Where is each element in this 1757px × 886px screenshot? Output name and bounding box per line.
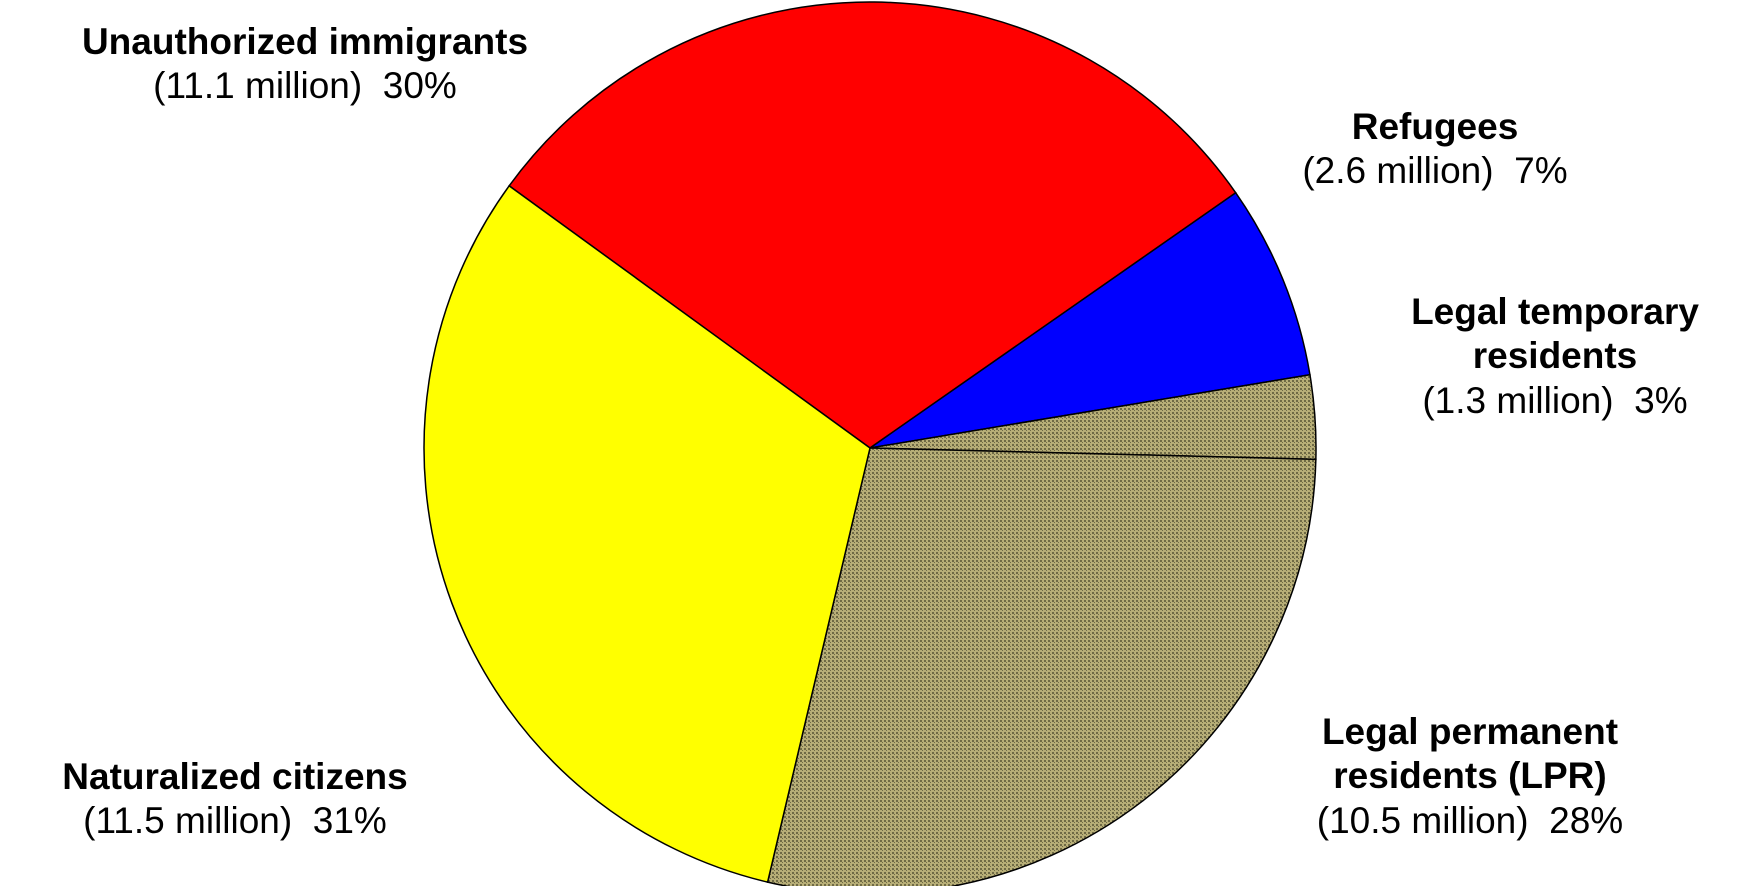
slice-unauthorized-immigrants: [508, 1, 1237, 449]
slice-name-legal-permanent: Legal permanent residents (LPR): [1321, 711, 1619, 797]
pie-slices: [423, 1, 1317, 886]
label-refugees: Refugees (2.6 million) 7%: [1270, 105, 1600, 194]
label-legal-permanent-residents: Legal permanent residents (LPR) (10.5 mi…: [1260, 710, 1680, 843]
slice-percent-unauthorized: 30%: [382, 65, 457, 107]
slice-detail-naturalized: (11.5 million) 31%: [0, 799, 470, 843]
slice-amount-unauthorized: (11.1 million): [153, 65, 363, 107]
slice-percent-legal-temporary: 3%: [1634, 379, 1688, 421]
slice-refugees: [869, 191, 1311, 449]
label-unauthorized-immigrants: Unauthorized immigrants (11.1 million) 3…: [20, 20, 590, 109]
slice-name-naturalized: Naturalized citizens: [62, 756, 408, 797]
slice-amount-legal-permanent: (10.5 million): [1316, 799, 1529, 841]
slice-name-refugees: Refugees: [1351, 106, 1519, 147]
slice-amount-refugees: (2.6 million): [1302, 150, 1494, 192]
slice-percent-naturalized: 31%: [312, 800, 387, 842]
slice-amount-legal-temporary: (1.3 million): [1422, 379, 1614, 421]
slice-detail-legal-permanent: (10.5 million) 28%: [1260, 799, 1680, 843]
slice-detail-unauthorized: (11.1 million) 30%: [20, 64, 590, 108]
slice-amount-naturalized: (11.5 million): [83, 800, 293, 842]
label-legal-temporary-residents: Legal temporary residents (1.3 million) …: [1360, 290, 1750, 423]
label-naturalized-citizens: Naturalized citizens (11.5 million) 31%: [0, 755, 470, 844]
slice-name-legal-temporary: Legal temporary residents: [1411, 291, 1699, 377]
slice-name-unauthorized: Unauthorized immigrants: [81, 21, 529, 62]
slice-percent-legal-permanent: 28%: [1549, 799, 1624, 841]
slice-detail-legal-temporary: (1.3 million) 3%: [1360, 379, 1750, 423]
slice-naturalized-citizens: [423, 184, 871, 883]
slice-detail-refugees: (2.6 million) 7%: [1270, 149, 1600, 193]
slice-legal-permanent-residents-lpr: [766, 447, 1317, 886]
slice-percent-refugees: 7%: [1514, 150, 1568, 192]
